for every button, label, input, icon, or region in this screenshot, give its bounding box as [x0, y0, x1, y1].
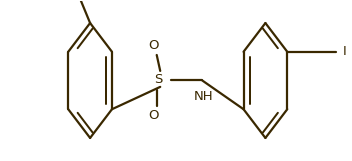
Text: S: S	[154, 73, 163, 86]
Text: I: I	[342, 45, 346, 58]
Text: O: O	[148, 109, 158, 122]
Text: NH: NH	[194, 90, 214, 103]
Text: O: O	[148, 39, 158, 52]
